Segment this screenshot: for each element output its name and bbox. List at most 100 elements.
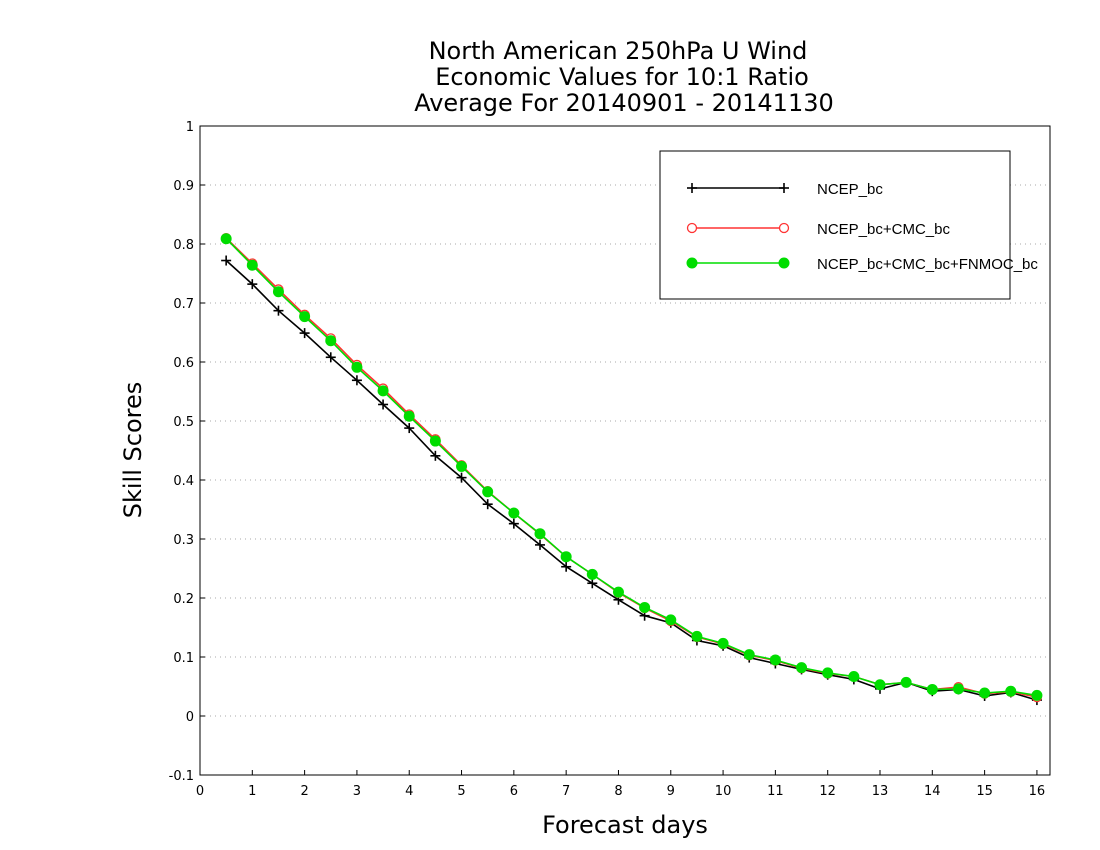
series-2-point-3 [299, 311, 311, 323]
series-2-point-13 [560, 551, 572, 563]
series-2-point-23 [822, 667, 834, 679]
x-tick-label-6: 6 [510, 784, 518, 799]
series-1 [221, 232, 1043, 703]
legend-swatches [686, 183, 790, 269]
series-0-point-13 [561, 561, 572, 572]
x-tick-label-1: 1 [248, 784, 256, 799]
y-axis: -0.1 0 0.1 0.2 0.3 0.4 0.5 0.6 0.7 0.8 0.9 1 [169, 120, 205, 784]
y-axis-title: Skill Scores [119, 382, 147, 519]
legend-swatch-marker-end-2 [778, 257, 790, 269]
series-2 [220, 233, 1043, 701]
series-2-point-29 [979, 687, 991, 699]
series-2-point-8 [429, 435, 441, 447]
x-axis: 0 1 2 3 4 5 6 7 8 9 10 11 12 13 14 15 16 [196, 770, 1045, 799]
y-tick-label-7: 0.6 [173, 356, 194, 371]
series-2-point-31 [1031, 689, 1043, 701]
series-2-point-16 [639, 601, 651, 613]
legend-label-ncep-cmc: NCEP_bc+CMC_bc [817, 221, 950, 238]
series-2-point-14 [586, 568, 598, 580]
y-tick-label-11: 1 [186, 120, 194, 135]
y-tick-label-4: 0.3 [173, 533, 194, 548]
plot-frame [199, 125, 1051, 776]
series-2-point-9 [456, 460, 468, 472]
series-2-point-25 [874, 679, 886, 691]
y-tick-label-6: 0.5 [173, 415, 194, 430]
x-tick-label-7: 7 [562, 784, 570, 799]
x-tick-label-3: 3 [353, 784, 361, 799]
series-0-point-10 [482, 499, 493, 510]
series-2-point-30 [1005, 685, 1017, 697]
series-line-2 [225, 238, 1038, 697]
legend-swatch-marker-start-0 [687, 183, 697, 193]
series-0-point-12 [535, 539, 545, 550]
chart-title: North American 250hPa U Wind Economic Va… [414, 37, 834, 117]
legend-label-ncep: NCEP_bc [817, 181, 883, 198]
chart-title-line-2: Economic Values for 10:1 Ratio [435, 63, 809, 91]
series-2-point-4 [325, 335, 337, 347]
y-tick-label-10: 0.9 [173, 179, 194, 194]
series-2-point-2 [272, 286, 284, 298]
series-2-point-22 [796, 662, 808, 674]
series-0-point-0 [221, 255, 232, 266]
chart-title-line-3: Average For 20140901 - 20141130 [414, 89, 834, 117]
series-2-point-7 [403, 410, 415, 422]
y-tick-label-8: 0.7 [173, 297, 194, 312]
series-line-1 [225, 237, 1038, 698]
legend-swatch-marker-end-0 [779, 183, 789, 193]
series-0-point-7 [404, 423, 415, 434]
legend-swatch-marker-start-1 [686, 222, 698, 234]
legend-swatch-marker-end-1 [778, 222, 790, 234]
legend-swatch-marker-start-2 [686, 257, 698, 269]
x-tick-label-8: 8 [614, 784, 622, 799]
series-0-point-11 [508, 518, 519, 529]
x-tick-label-2: 2 [300, 784, 308, 799]
series-0-point-5 [351, 375, 362, 386]
y-tick-label-0: -0.1 [169, 769, 194, 784]
series-2-point-20 [743, 649, 755, 661]
series-2-point-28 [952, 683, 964, 695]
y-tick-label-2: 0.1 [173, 651, 194, 666]
series-2-point-18 [691, 630, 703, 642]
x-tick-label-10: 10 [715, 784, 732, 799]
legend-swatch-0 [687, 183, 789, 193]
series-0-point-4 [325, 352, 336, 363]
series-0-point-8 [430, 450, 441, 461]
series-2-point-19 [717, 637, 729, 649]
series-0-point-3 [299, 328, 310, 339]
y-tick-label-3: 0.2 [173, 592, 194, 607]
series-2-point-0 [220, 233, 232, 245]
series-2-point-15 [612, 586, 624, 598]
legend-swatch-2 [686, 257, 790, 269]
y-tick-label-5: 0.4 [173, 474, 194, 489]
series-2-point-10 [482, 486, 494, 498]
series-0-point-6 [378, 399, 389, 410]
y-tick-label-1: 0 [186, 710, 194, 725]
series-2-point-1 [246, 259, 258, 271]
legend-swatch-1 [686, 222, 790, 234]
legend-box [659, 150, 1011, 300]
series-2-point-24 [848, 670, 860, 682]
y-tick-label-9: 0.8 [173, 238, 194, 253]
series-2-point-12 [534, 528, 546, 540]
series-2-point-27 [926, 683, 938, 695]
x-tick-label-0: 0 [196, 784, 204, 799]
series-2-point-6 [377, 385, 389, 397]
legend-label-ncep-cmc-fnmoc: NCEP_bc+CMC_bc+FNMOC_bc [817, 256, 1038, 273]
legend: NCEP_bc NCEP_bc+CMC_bc NCEP_bc+CMC_bc+FN… [659, 150, 1038, 300]
series-0-point-1 [247, 279, 258, 290]
chart-title-line-1: North American 250hPa U Wind [429, 37, 808, 65]
series-2-point-11 [508, 507, 520, 519]
x-tick-label-11: 11 [767, 784, 784, 799]
x-axis-title: Forecast days [542, 811, 708, 839]
series-0 [221, 255, 1042, 706]
x-tick-label-5: 5 [457, 784, 465, 799]
series-2-point-17 [665, 614, 677, 626]
x-tick-label-14: 14 [924, 784, 941, 799]
series-2-point-26 [900, 676, 912, 688]
series-0-point-14 [587, 578, 598, 589]
series-2-point-5 [351, 361, 363, 373]
grid [200, 184, 1050, 717]
series-0-point-2 [273, 305, 284, 316]
x-tick-label-9: 9 [667, 784, 675, 799]
